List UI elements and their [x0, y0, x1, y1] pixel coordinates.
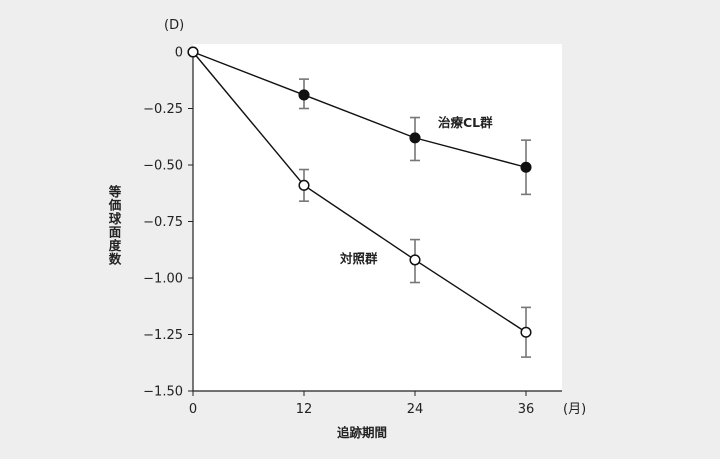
data-point: [409, 254, 421, 266]
series-1: 治療CL群: [187, 46, 532, 196]
y-unit-label: (D): [164, 18, 184, 33]
y-axis-label-char: 価: [108, 198, 122, 213]
series-line: [192, 51, 527, 168]
y-tick-label: −1.25: [143, 328, 183, 343]
data-point: [520, 161, 532, 173]
series-2: 対照群: [187, 46, 532, 358]
y-axis-label-char: 数: [108, 252, 122, 267]
y-tick-label: −0.25: [143, 102, 183, 117]
y-tick-label: −1.50: [143, 385, 183, 400]
y-axis-label-char: 面: [109, 225, 122, 240]
series-line: [192, 51, 527, 333]
x-tick-label: 0: [189, 402, 197, 417]
y-axis-label-char: 等: [108, 184, 122, 199]
y-tick-label: 0: [175, 46, 183, 61]
x-tick-label: 12: [296, 402, 313, 417]
y-tick-label: −0.75: [143, 215, 183, 230]
y-tick-label: −1.00: [143, 272, 183, 287]
data-point: [298, 179, 310, 191]
x-unit-label: (月): [563, 402, 586, 417]
series-label: 対照群: [339, 251, 378, 266]
x-ticks: 0 12 24 36: [189, 391, 534, 417]
data-point: [187, 46, 199, 58]
x-axis-label: 追跡期間: [337, 425, 387, 440]
x-tick-label: 36: [518, 402, 535, 417]
plot-area: [193, 44, 562, 391]
series-label: 治療CL群: [438, 115, 493, 130]
y-ticks: 0 −0.25 −0.50 −0.75 −1.00 −1.25 −1.50: [143, 46, 193, 400]
data-point: [520, 326, 532, 338]
y-axis-label-char: 球: [109, 211, 122, 226]
data-point: [409, 132, 421, 144]
y-axis-label-char: 度: [109, 238, 122, 253]
data-point: [298, 89, 310, 101]
x-tick-label: 24: [407, 402, 424, 417]
y-tick-label: −0.50: [143, 159, 183, 174]
